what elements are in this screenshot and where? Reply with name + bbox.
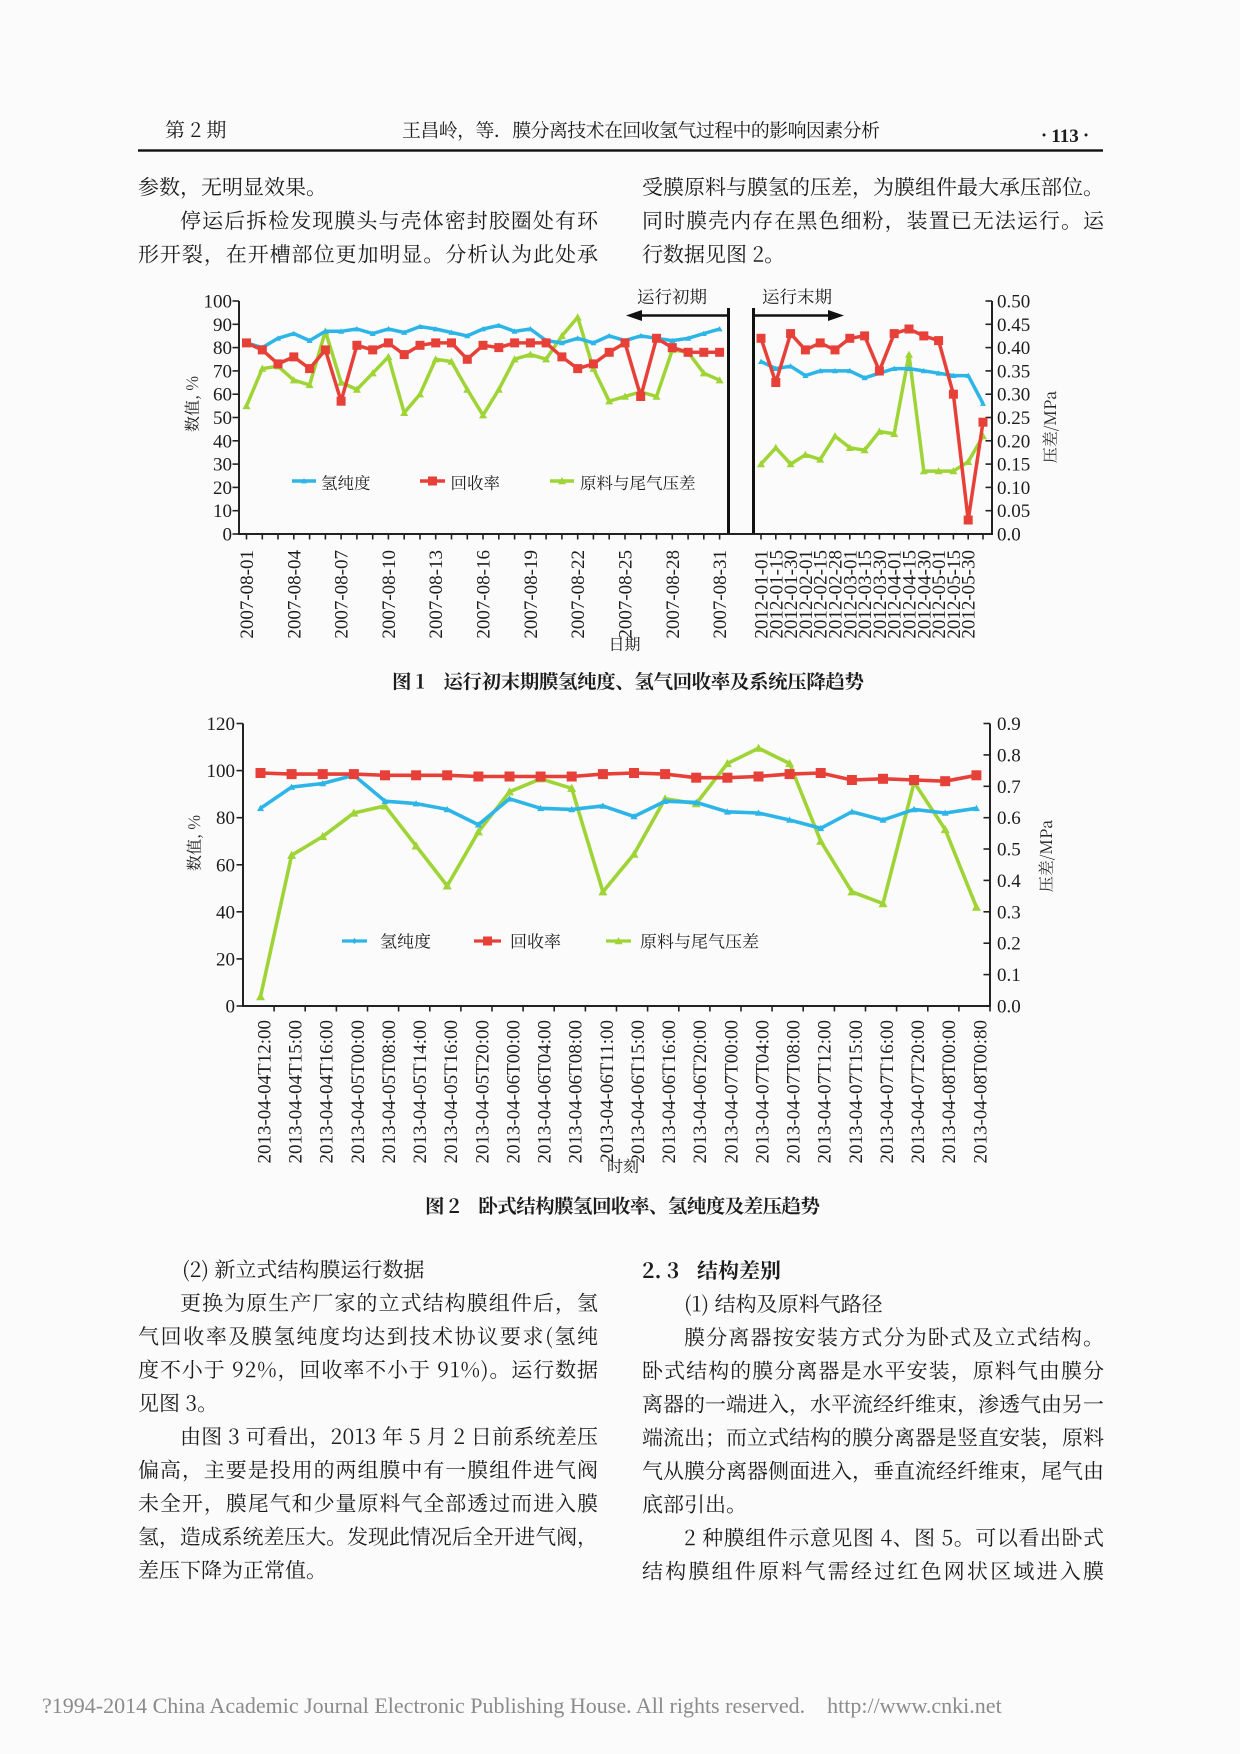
svg-text:2012-03-01: 2012-03-01 (840, 550, 861, 639)
svg-text:2012-05-30: 2012-05-30 (959, 550, 980, 639)
svg-text:2007-08-01: 2007-08-01 (237, 550, 258, 639)
svg-text:2012-02-01: 2012-02-01 (796, 550, 817, 639)
svg-text:2007-08-25: 2007-08-25 (616, 550, 637, 639)
svg-text:100: 100 (207, 761, 236, 782)
svg-text:2013-04-07T12:00: 2013-04-07T12:00 (815, 1020, 836, 1164)
svg-text:60: 60 (213, 385, 232, 406)
svg-text:0.2: 0.2 (997, 934, 1021, 955)
svg-text:2013-04-05T16:00: 2013-04-05T16:00 (441, 1020, 462, 1164)
svg-text:0.35: 0.35 (997, 361, 1030, 382)
svg-text:0: 0 (223, 525, 233, 546)
svg-text:2012-01-30: 2012-01-30 (781, 550, 802, 639)
svg-text:2013-04-07T16:00: 2013-04-07T16:00 (877, 1020, 898, 1164)
svg-text:0.3: 0.3 (997, 902, 1021, 923)
svg-text:2013-04-08T00:80: 2013-04-08T00:80 (970, 1020, 991, 1164)
svg-text:2012-02-15: 2012-02-15 (811, 550, 832, 639)
svg-text:0.15: 0.15 (997, 455, 1030, 476)
svg-text:2007-08-19: 2007-08-19 (521, 550, 542, 639)
svg-text:0.9: 0.9 (997, 714, 1021, 735)
svg-text:0.0: 0.0 (997, 997, 1021, 1018)
svg-text:2013-04-08T00:00: 2013-04-08T00:00 (939, 1020, 960, 1164)
svg-text:2012-04-01: 2012-04-01 (885, 550, 906, 639)
svg-text:90: 90 (213, 315, 232, 336)
svg-text:2013-04-07T04:00: 2013-04-07T04:00 (753, 1020, 774, 1164)
svg-text:2013-04-05T14:00: 2013-04-05T14:00 (410, 1020, 431, 1164)
svg-text:0.6: 0.6 (997, 808, 1021, 829)
svg-text:2013-04-07T15:00: 2013-04-07T15:00 (846, 1020, 867, 1164)
svg-text:40: 40 (216, 902, 235, 923)
svg-text:2007-08-31: 2007-08-31 (710, 550, 731, 639)
svg-text:2013-04-04T12:00: 2013-04-04T12:00 (255, 1020, 276, 1164)
svg-text:2012-02-28: 2012-02-28 (826, 550, 847, 639)
svg-text:2007-08-10: 2007-08-10 (379, 550, 400, 639)
svg-text:·: · (1041, 126, 1047, 147)
svg-text:2007-08-22: 2007-08-22 (568, 550, 589, 639)
svg-text:2013-04-05T08:00: 2013-04-05T08:00 (379, 1020, 400, 1164)
svg-text:0.10: 0.10 (997, 478, 1030, 499)
svg-text:2012-05-01: 2012-05-01 (929, 550, 950, 639)
svg-text:70: 70 (213, 361, 232, 382)
svg-text:0.5: 0.5 (997, 840, 1021, 861)
svg-text:2013-04-06T08:00: 2013-04-06T08:00 (566, 1020, 587, 1164)
svg-text:80: 80 (213, 338, 232, 359)
svg-text:2013-04-06T16:00: 2013-04-06T16:00 (659, 1020, 680, 1164)
svg-text:2013-04-07T00:00: 2013-04-07T00:00 (721, 1020, 742, 1164)
svg-text:2012-03-15: 2012-03-15 (855, 550, 876, 639)
svg-text:0: 0 (226, 997, 236, 1018)
svg-text:2013-04-06T15:00: 2013-04-06T15:00 (628, 1020, 649, 1164)
svg-text:2013-04-05T20:00: 2013-04-05T20:00 (472, 1020, 493, 1164)
svg-text:0.40: 0.40 (997, 338, 1030, 359)
svg-text:2013-04-07T08:00: 2013-04-07T08:00 (784, 1020, 805, 1164)
svg-text:?1994-2014 China Academic Jour: ?1994-2014 China Academic Journal Electr… (42, 1693, 1002, 1718)
svg-text:2012-05-15: 2012-05-15 (944, 550, 965, 639)
svg-text:80: 80 (216, 808, 235, 829)
svg-text:50: 50 (213, 408, 232, 429)
svg-text:·: · (1083, 126, 1089, 147)
svg-text:0.50: 0.50 (997, 292, 1030, 313)
svg-text:2012-01-15: 2012-01-15 (766, 550, 787, 639)
svg-text:2007-08-28: 2007-08-28 (663, 550, 684, 639)
svg-text:2013-04-06T00:00: 2013-04-06T00:00 (504, 1020, 525, 1164)
svg-text:2013-04-04T16:00: 2013-04-04T16:00 (317, 1020, 338, 1164)
svg-text:2007-08-07: 2007-08-07 (332, 550, 353, 639)
svg-text:113: 113 (1051, 126, 1078, 147)
svg-text:2007-08-13: 2007-08-13 (426, 550, 447, 639)
svg-text:0.4: 0.4 (997, 871, 1021, 892)
svg-text:0.1: 0.1 (997, 965, 1021, 986)
svg-text:2013-04-06T04:00: 2013-04-06T04:00 (535, 1020, 556, 1164)
svg-text:0.0: 0.0 (997, 525, 1021, 546)
svg-text:2013-04-06T20:00: 2013-04-06T20:00 (690, 1020, 711, 1164)
svg-text:0.30: 0.30 (997, 385, 1030, 406)
svg-text:2013-04-06T11:00: 2013-04-06T11:00 (597, 1020, 618, 1163)
svg-text:2012-04-15: 2012-04-15 (900, 550, 921, 639)
svg-text:100: 100 (204, 292, 233, 313)
svg-text:2013-04-04T15:00: 2013-04-04T15:00 (286, 1020, 307, 1164)
svg-text:0.7: 0.7 (997, 777, 1021, 798)
svg-text:2007-08-04: 2007-08-04 (284, 550, 305, 639)
svg-text:0.05: 0.05 (997, 501, 1030, 522)
svg-text:120: 120 (207, 714, 236, 735)
svg-text:30: 30 (213, 455, 232, 476)
svg-text:20: 20 (213, 478, 232, 499)
svg-text:2012-03-30: 2012-03-30 (870, 550, 891, 639)
svg-text:2012-04-30: 2012-04-30 (914, 550, 935, 639)
svg-text:2013-04-07T20:00: 2013-04-07T20:00 (908, 1020, 929, 1164)
svg-text:0.45: 0.45 (997, 315, 1030, 336)
svg-text:0.20: 0.20 (997, 431, 1030, 452)
svg-text:10: 10 (213, 501, 232, 522)
svg-text:20: 20 (216, 949, 235, 970)
svg-text:2007-08-16: 2007-08-16 (474, 550, 495, 639)
svg-text:40: 40 (213, 431, 232, 452)
svg-text:0.8: 0.8 (997, 745, 1021, 766)
svg-text:0.25: 0.25 (997, 408, 1030, 429)
svg-text:2013-04-05T00:00: 2013-04-05T00:00 (348, 1020, 369, 1164)
svg-text:60: 60 (216, 855, 235, 876)
svg-text:2012-01-01: 2012-01-01 (752, 550, 773, 639)
